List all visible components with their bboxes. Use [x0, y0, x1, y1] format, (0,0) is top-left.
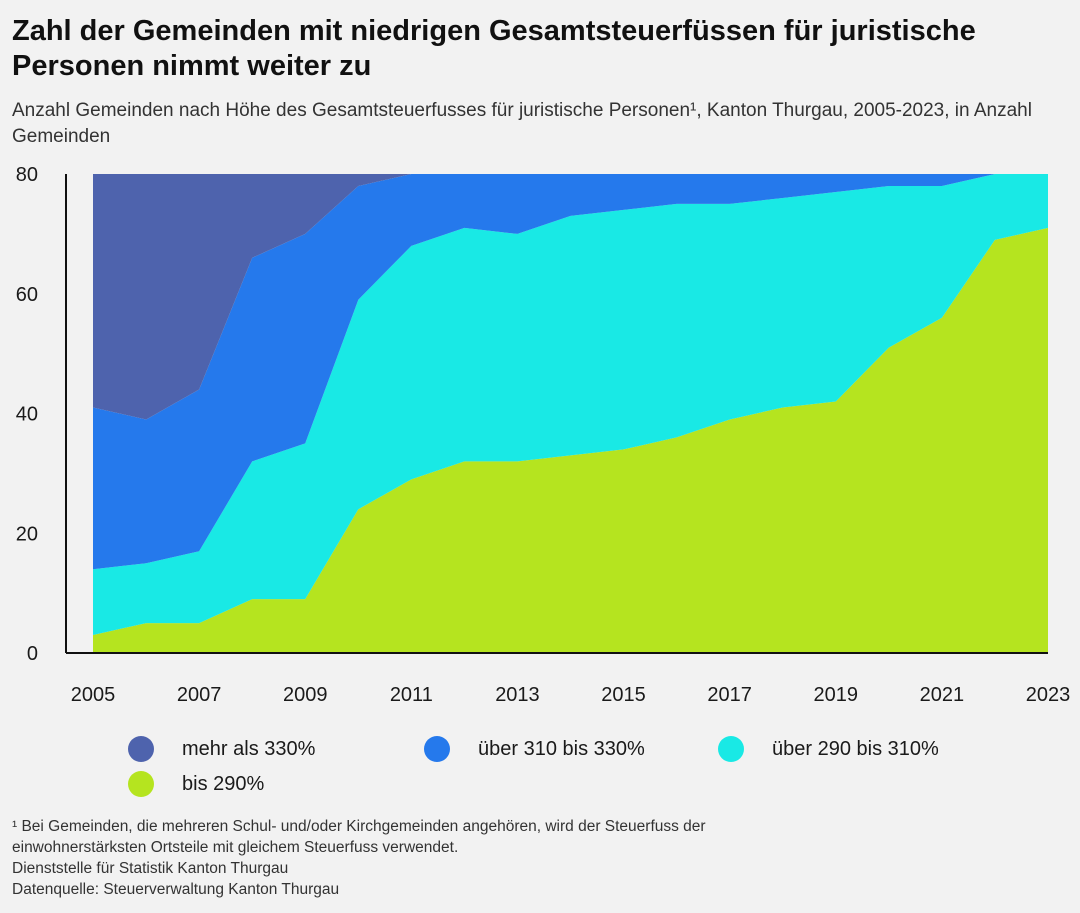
x-tick-label: 2007	[177, 684, 222, 706]
x-tick-label: 2013	[495, 684, 540, 706]
x-tick-label: 2011	[390, 684, 433, 706]
x-tick-label: 2023	[1026, 684, 1071, 706]
x-tick-label: 2005	[71, 684, 116, 706]
area-series-0	[93, 227, 1048, 653]
chart-subtitle: Anzahl Gemeinden nach Höhe des Gesamtste…	[12, 100, 1032, 147]
chart-title: Zahl der Gemeinden mit niedrigen Gesamts…	[12, 15, 976, 82]
x-tick-label: 2009	[283, 684, 328, 706]
footnote-line: einwohnerstärksten Ortsteile mit gleiche…	[12, 839, 459, 856]
y-tick-label: 0	[27, 643, 38, 665]
footnote: ¹ Bei Gemeinden, die mehreren Schul- und…	[12, 816, 1062, 900]
x-tick-label: 2021	[920, 684, 965, 706]
y-tick-label: 40	[16, 404, 38, 426]
x-tick-label: 2017	[707, 684, 752, 706]
area-series-3	[93, 174, 1048, 420]
x-tick-label: 2015	[601, 684, 646, 706]
area-series-1	[93, 174, 1048, 635]
x-tick-label: 2019	[814, 684, 859, 706]
y-tick-label: 80	[16, 164, 38, 186]
source-office: Dienststelle für Statistik Kanton Thurga…	[12, 860, 289, 877]
data-source: Datenquelle: Steuerverwaltung Kanton Thu…	[12, 881, 340, 898]
y-tick-label: 20	[16, 523, 38, 545]
footnote-line: ¹ Bei Gemeinden, die mehreren Schul- und…	[12, 818, 706, 835]
y-tick-label: 60	[16, 284, 38, 306]
area-series-2	[93, 174, 1048, 570]
